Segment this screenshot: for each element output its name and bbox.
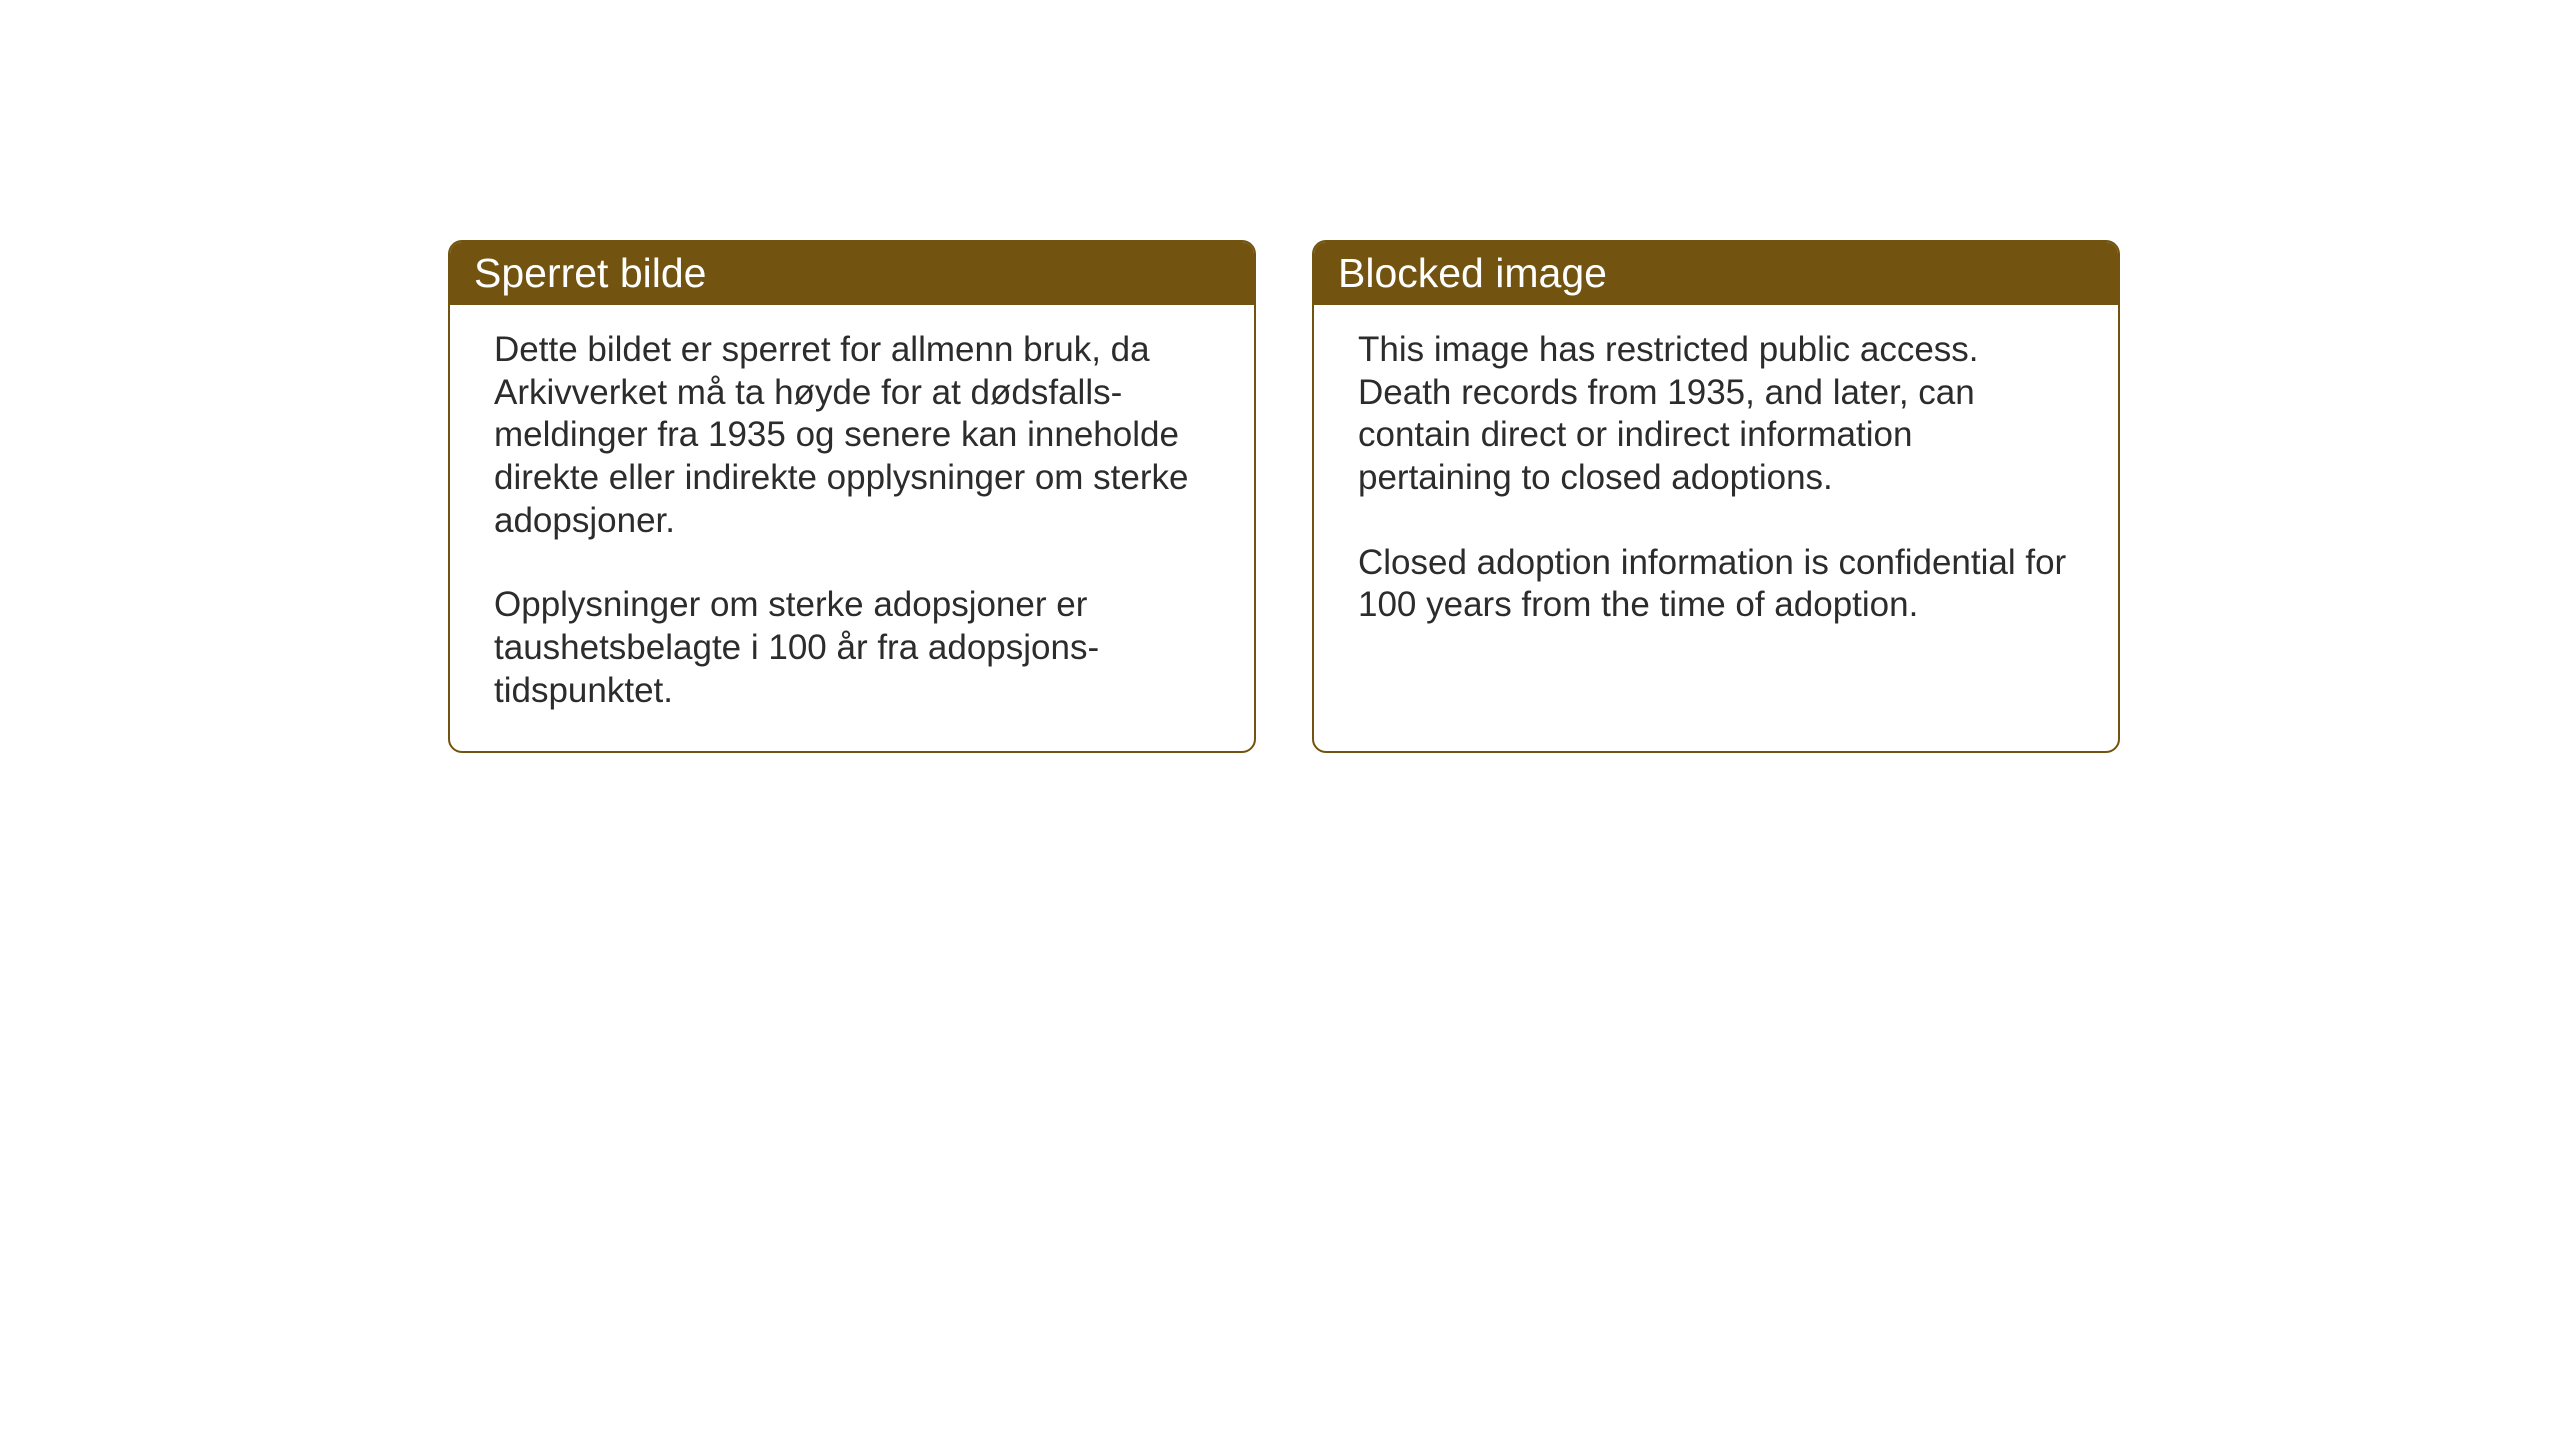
english-paragraph-2: Closed adoption information is confident…	[1358, 542, 2074, 627]
english-card-title: Blocked image	[1314, 242, 2118, 305]
english-card-body: This image has restricted public access.…	[1314, 305, 2118, 735]
norwegian-notice-card: Sperret bilde Dette bildet er sperret fo…	[448, 240, 1256, 753]
norwegian-card-title: Sperret bilde	[450, 242, 1254, 305]
english-paragraph-1: This image has restricted public access.…	[1358, 329, 2074, 500]
norwegian-paragraph-2: Opplysninger om sterke adopsjoner er tau…	[494, 584, 1210, 712]
english-notice-card: Blocked image This image has restricted …	[1312, 240, 2120, 753]
norwegian-paragraph-1: Dette bildet er sperret for allmenn bruk…	[494, 329, 1210, 542]
notice-container: Sperret bilde Dette bildet er sperret fo…	[448, 240, 2120, 753]
norwegian-card-body: Dette bildet er sperret for allmenn bruk…	[450, 305, 1254, 751]
